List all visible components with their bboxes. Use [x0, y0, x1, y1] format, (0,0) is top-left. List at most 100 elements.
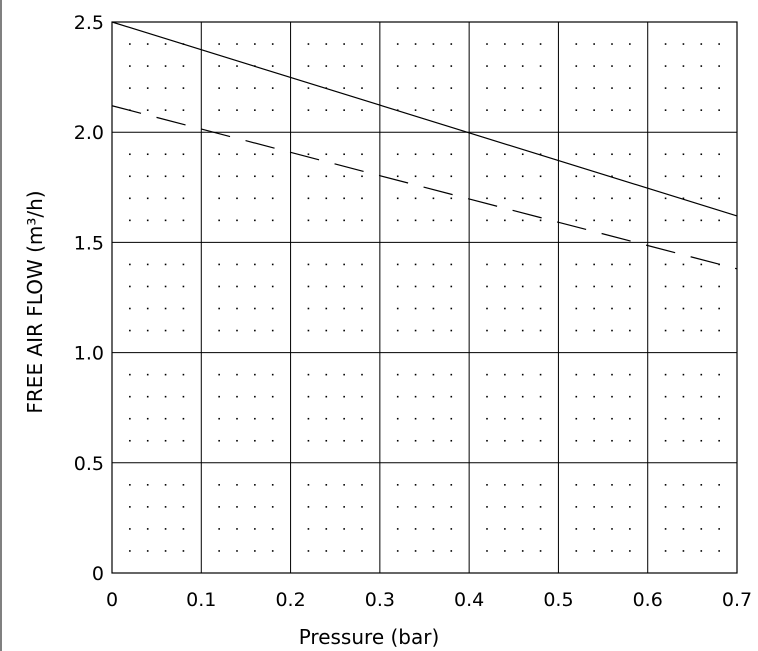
minor-grid-dot: [432, 263, 435, 266]
minor-grid-dot: [396, 484, 399, 486]
minor-grid-dot: [611, 219, 613, 222]
minor-grid-dot: [218, 550, 220, 552]
series-line-solid: [111, 21, 738, 217]
minor-grid-dot: [254, 329, 256, 332]
minor-grid-dot: [396, 87, 399, 89]
minor-grid-dot: [361, 43, 363, 45]
minor-grid-dot: [432, 197, 435, 200]
minor-grid-dot: [414, 417, 417, 420]
minor-grid-dot: [611, 175, 613, 178]
minor-grid-dot: [521, 43, 524, 45]
minor-grid-dot: [450, 307, 453, 310]
minor-grid-dot: [129, 285, 131, 288]
minor-grid-dot: [575, 550, 578, 552]
minor-grid-dot: [396, 153, 399, 156]
minor-grid-dot: [307, 263, 310, 266]
minor-grid-dot: [682, 395, 685, 398]
minor-grid-dot: [664, 439, 667, 442]
minor-grid-dot: [664, 528, 667, 530]
minor-grid-dot: [307, 329, 310, 332]
minor-grid-dot: [307, 175, 310, 178]
minor-grid-dot: [450, 373, 453, 376]
minor-grid-dot: [629, 219, 631, 222]
minor-grid-dot: [146, 43, 149, 45]
minor-grid-dot: [700, 329, 703, 332]
minor-grid-dot: [271, 439, 274, 442]
minor-grid-dot: [361, 65, 363, 67]
minor-grid-dot: [486, 528, 488, 530]
minor-grid-dot: [450, 506, 453, 508]
minor-grid-dot: [307, 528, 310, 530]
minor-grid-dot: [486, 307, 488, 310]
minor-grid-dot: [593, 550, 595, 552]
minor-grid-dot: [682, 197, 685, 200]
minor-grid-dot: [164, 109, 167, 111]
minor-grid-dot: [271, 373, 274, 376]
minor-grid-dot: [486, 439, 488, 442]
minor-grid-dot: [682, 175, 685, 178]
minor-grid-dot: [129, 87, 131, 89]
minor-grid-dot: [218, 329, 220, 332]
minor-grid-dot: [164, 528, 167, 530]
minor-grid-dot: [504, 550, 506, 552]
minor-grid-dot: [682, 263, 685, 266]
minor-grid-dot: [343, 285, 345, 288]
minor-grid-dot: [218, 285, 220, 288]
minor-grid-dot: [361, 439, 363, 442]
minor-grid-dot: [343, 153, 345, 156]
minor-grid-dot: [182, 373, 185, 376]
minor-grid-dot: [521, 506, 524, 508]
minor-grid-dot: [307, 506, 310, 508]
minor-grid-dot: [129, 528, 131, 530]
minor-grid-dot: [539, 65, 542, 67]
minor-grid-dot: [539, 307, 542, 310]
minor-grid-dot: [539, 43, 542, 45]
minor-grid-dot: [486, 484, 488, 486]
minor-grid-dot: [432, 373, 435, 376]
minor-grid-dot: [450, 197, 453, 200]
minor-grid-dot: [700, 219, 703, 222]
minor-grid-dot: [504, 439, 506, 442]
minor-grid-dot: [486, 65, 488, 67]
minor-grid-dot: [146, 285, 149, 288]
y-tick-labels: 0 0.5 1.0 1.5 2.0 2.5: [74, 12, 104, 585]
minor-grid-dot: [682, 506, 685, 508]
minor-grid-dot: [129, 395, 131, 398]
minor-grid-dot: [682, 439, 685, 442]
minor-grid-dot: [325, 417, 328, 420]
minor-grid-dot: [129, 307, 131, 310]
minor-grid-dot: [343, 439, 345, 442]
minor-grid-dot: [361, 153, 363, 156]
minor-grid-dot: [432, 484, 435, 486]
minor-grid-dot: [700, 506, 703, 508]
minor-grid-dot: [611, 395, 613, 398]
minor-grid-dot: [700, 307, 703, 310]
minor-grid-dot: [682, 528, 685, 530]
minor-grid-dot: [218, 528, 220, 530]
minor-grid-dot: [254, 109, 256, 111]
minor-grid-dot: [575, 329, 578, 332]
minor-grid-dot: [307, 109, 310, 111]
minor-grid-dot: [343, 550, 345, 552]
minor-grid-dot: [361, 263, 363, 266]
minor-grid-dot: [486, 395, 488, 398]
minor-grid-dot: [271, 153, 274, 156]
minor-grid-dot: [236, 439, 238, 442]
y-tick-label-1: 0.5: [74, 453, 104, 475]
minor-grid-dot: [521, 373, 524, 376]
minor-grid-dot: [271, 109, 274, 111]
minor-grid-dot: [343, 307, 345, 310]
y-tick-label-4: 2.0: [74, 122, 104, 144]
minor-grid-dot: [486, 263, 488, 266]
minor-grid-dot: [539, 285, 542, 288]
minor-grid-dot: [504, 197, 506, 200]
minor-grid-dot: [396, 65, 399, 67]
minor-grid-dot: [414, 43, 417, 45]
minor-grid-dot: [182, 506, 185, 508]
minor-grid-dot: [486, 285, 488, 288]
minor-grid-dot: [164, 550, 167, 552]
minor-grid-dot: [182, 285, 185, 288]
minor-grid-dot: [182, 329, 185, 332]
minor-grid-dot: [521, 153, 524, 156]
minor-grid-dot: [236, 373, 238, 376]
